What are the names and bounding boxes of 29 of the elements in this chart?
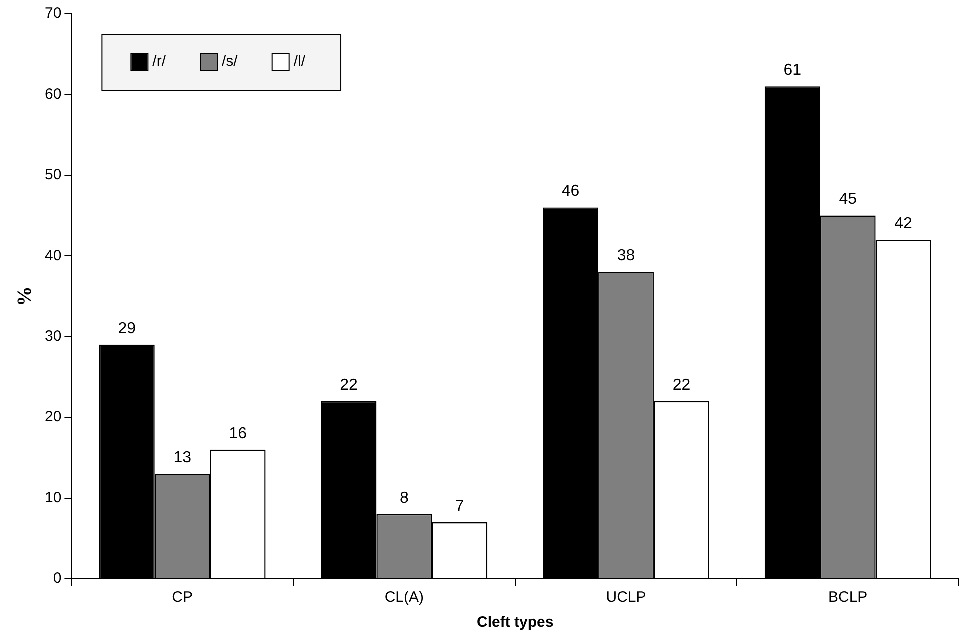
x-tick-label: CP [172, 589, 194, 606]
data-label: 45 [839, 191, 858, 208]
data-label: 22 [672, 376, 691, 394]
y-axis-title: % [14, 286, 36, 306]
data-label: 13 [174, 449, 192, 466]
data-label: 8 [400, 490, 409, 507]
legend-label: /s/ [222, 53, 239, 70]
data-label: 38 [617, 248, 636, 265]
data-label: 46 [562, 183, 580, 200]
x-tick-label: BCLP [828, 589, 868, 606]
data-label: 22 [340, 376, 358, 394]
data-label: 42 [894, 215, 913, 232]
data-label: 29 [118, 320, 136, 338]
legend-label: /r/ [152, 53, 167, 70]
legend-label: /l/ [294, 53, 306, 70]
y-tick-label: 0 [53, 570, 62, 588]
data-label: 61 [784, 62, 802, 80]
y-tick-label: 20 [44, 408, 62, 426]
data-label: 16 [229, 425, 248, 442]
y-tick-label: 60 [44, 86, 62, 103]
y-tick-label: 30 [44, 328, 62, 345]
y-tick-label: 40 [44, 247, 62, 264]
x-axis-title: Cleft types [477, 614, 554, 632]
y-tick-label: 10 [44, 489, 62, 506]
y-tick-label: 70 [44, 5, 62, 22]
data-label: 7 [455, 498, 464, 515]
x-tick-label: UCLP [606, 589, 646, 606]
y-tick-label: 50 [44, 166, 62, 184]
x-tick-label: CL(A) [384, 589, 424, 606]
